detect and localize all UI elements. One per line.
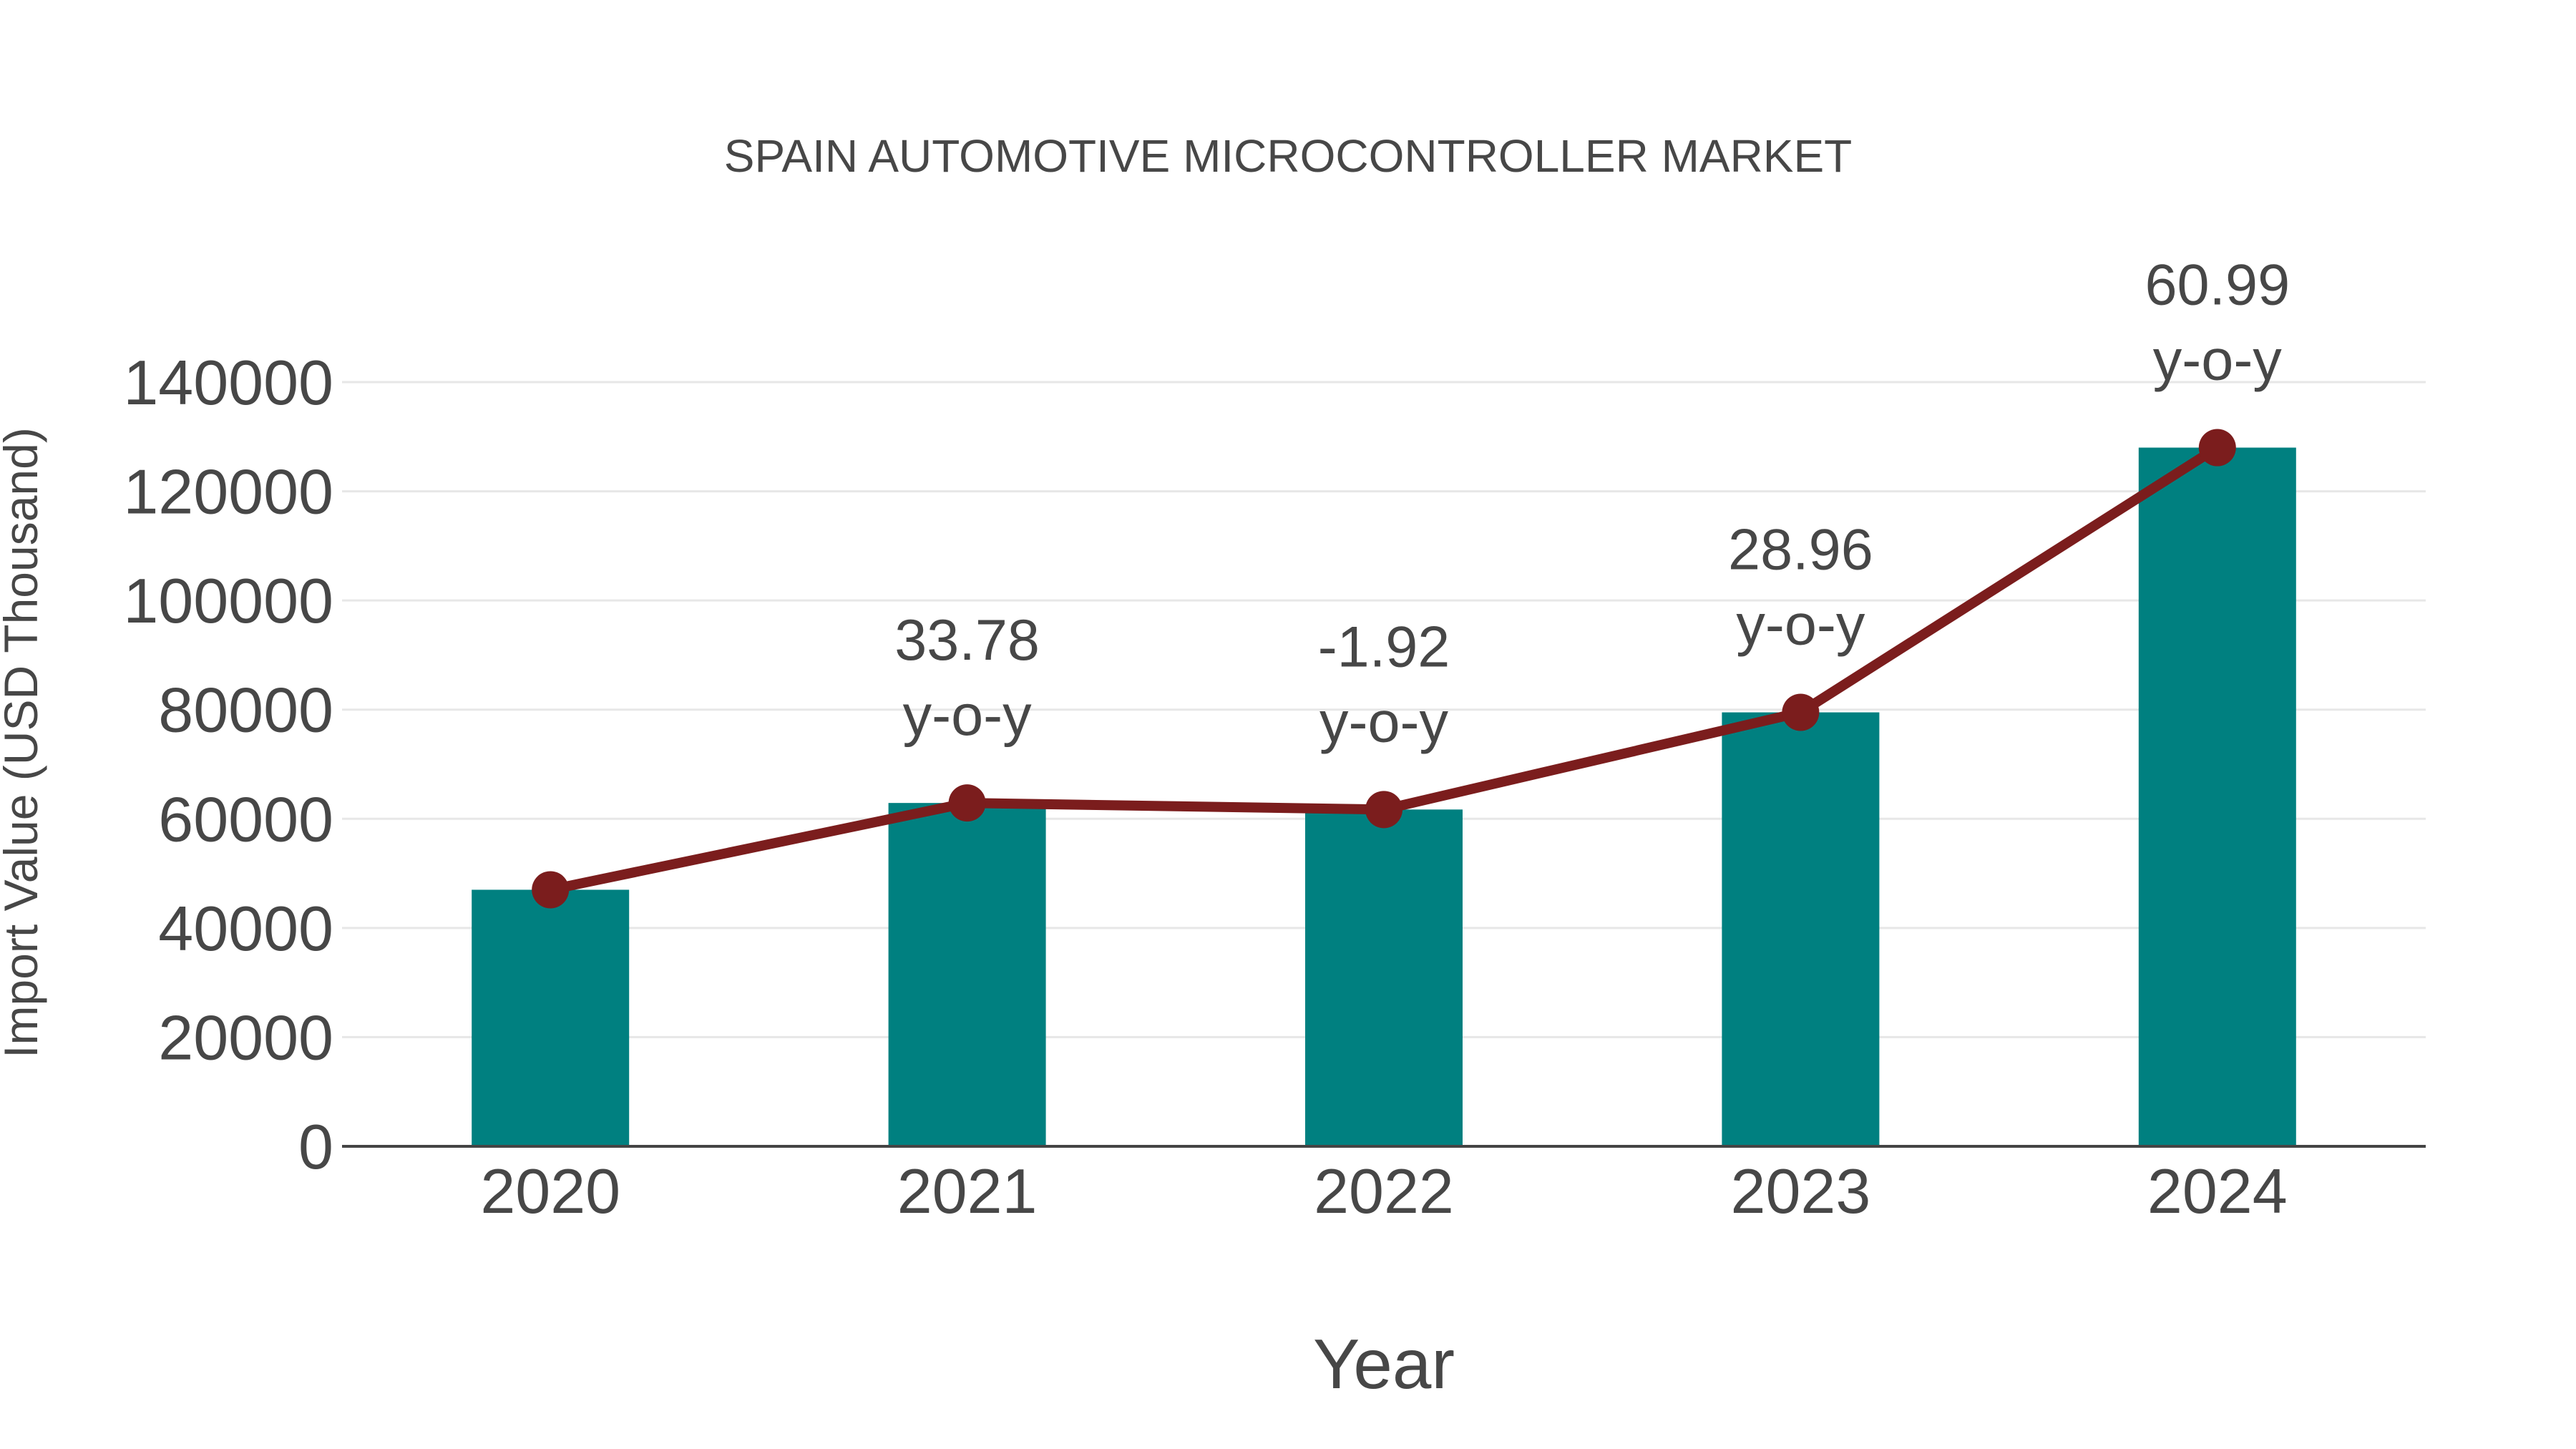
annotation-2021-value: 33.78: [894, 608, 1040, 673]
y-tick-label-20000: 20000: [158, 1002, 333, 1073]
x-tick-label-2023: 2023: [1731, 1156, 1871, 1226]
point-2020: [532, 871, 570, 909]
y-axis-title: Import Value (USD Thousand): [0, 427, 47, 1058]
annotation-2022-suffix: y-o-y: [1319, 690, 1448, 754]
point-2021: [948, 784, 986, 822]
bar-2021: [888, 803, 1046, 1146]
tick-labels-layer: 0 20000 40000 60000 80000 100000 120000 140000 2…: [123, 347, 2287, 1226]
point-2023: [1782, 693, 1820, 731]
y-tick-label-60000: 60000: [158, 784, 333, 854]
x-axis-title: Year: [1313, 1324, 1455, 1403]
y-tick-label-120000: 120000: [123, 457, 333, 527]
trend-line-layer: [532, 429, 2236, 909]
annotation-2021-suffix: y-o-y: [903, 683, 1032, 748]
bar-2022: [1305, 809, 1463, 1146]
y-tick-label-80000: 80000: [158, 675, 333, 746]
x-tick-label-2020: 2020: [480, 1156, 620, 1226]
bar-2020: [472, 889, 630, 1146]
x-tick-label-2022: 2022: [1314, 1156, 1454, 1226]
x-tick-label-2024: 2024: [2147, 1156, 2288, 1226]
annotations-layer: 33.78 y-o-y -1.92 y-o-y 28.96 y-o-y 60.99 y-o-y: [894, 253, 2290, 755]
y-tick-label-40000: 40000: [158, 893, 333, 964]
y-tick-label-0: 0: [298, 1111, 333, 1182]
point-2024: [2198, 429, 2236, 467]
x-tick-label-2021: 2021: [897, 1156, 1038, 1226]
annotation-2023-suffix: y-o-y: [1736, 593, 1865, 658]
annotation-2024-suffix: y-o-y: [2153, 328, 2282, 393]
chart-title: SPAIN AUTOMOTIVE MICROCONTROLLER MARKET: [724, 130, 1853, 182]
y-tick-label-140000: 140000: [123, 347, 333, 418]
bars-layer: [472, 447, 2296, 1146]
point-2022: [1365, 791, 1402, 829]
annotation-2022-value: -1.92: [1318, 615, 1450, 679]
annotation-2024-value: 60.99: [2145, 253, 2290, 318]
y-tick-label-100000: 100000: [123, 565, 333, 636]
bar-2024: [2138, 447, 2296, 1146]
annotation-2023-value: 28.96: [1728, 518, 1873, 582]
bar-2023: [1722, 712, 1880, 1146]
